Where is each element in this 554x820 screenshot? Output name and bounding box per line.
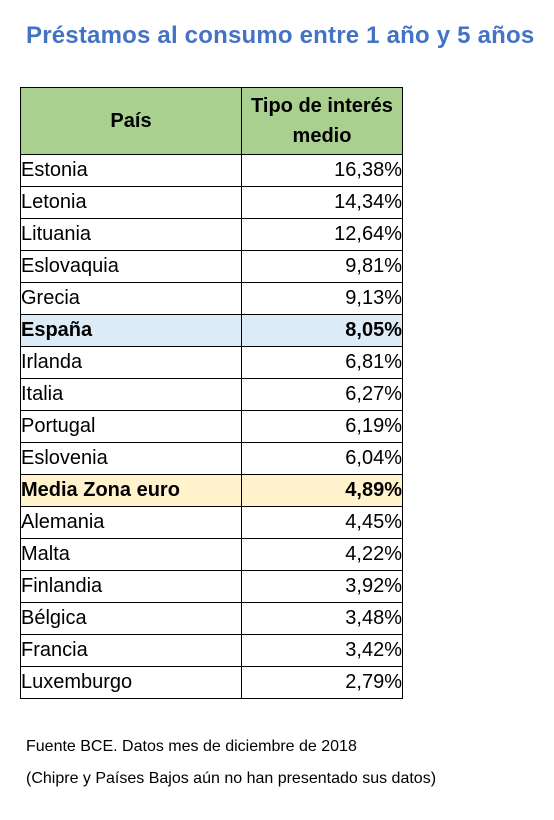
table-row: Media Zona euro 4,89%: [20, 474, 403, 507]
table-row: Malta 4,22%: [20, 538, 403, 571]
rate-cell: 2,79%: [241, 666, 403, 699]
source-note: Fuente BCE. Datos mes de diciembre de 20…: [26, 738, 357, 755]
rate-cell: 3,48%: [241, 602, 403, 635]
column-header-country: País: [20, 87, 242, 155]
rate-cell: 3,42%: [241, 634, 403, 667]
missing-data-note: (Chipre y Países Bajos aún no han presen…: [26, 770, 437, 787]
country-cell: Lituania: [20, 218, 242, 251]
table-row: Eslovaquia 9,81%: [20, 250, 403, 283]
country-cell: Francia: [20, 634, 242, 667]
country-cell: Irlanda: [20, 346, 242, 379]
rate-cell: 8,05%: [241, 314, 403, 347]
country-cell: Finlandia: [20, 570, 242, 603]
table-row: Finlandia 3,92%: [20, 570, 403, 603]
country-cell: Alemania: [20, 506, 242, 539]
rate-cell: 14,34%: [241, 186, 403, 219]
rate-cell: 4,45%: [241, 506, 403, 539]
table-row: Italia 6,27%: [20, 378, 403, 411]
column-header-rate: Tipo de interés medio: [241, 87, 403, 155]
country-cell: Grecia: [20, 282, 242, 315]
table-row: Portugal 6,19%: [20, 410, 403, 443]
rate-cell: 3,92%: [241, 570, 403, 603]
table-row: Estonia 16,38%: [20, 154, 403, 187]
country-cell: Luxemburgo: [20, 666, 242, 699]
rate-cell: 9,13%: [241, 282, 403, 315]
interest-rate-table: País Tipo de interés medio Estonia 16,38%…: [20, 87, 403, 699]
table-body: Estonia 16,38% Letonia 14,34% Lituania 12,64%…: [20, 154, 403, 699]
table-row: Lituania 12,64%: [20, 218, 403, 251]
country-cell: España: [20, 314, 242, 347]
rate-cell: 9,81%: [241, 250, 403, 283]
country-cell: Malta: [20, 538, 242, 571]
rate-cell: 16,38%: [241, 154, 403, 187]
table-row: Alemania 4,45%: [20, 506, 403, 539]
table-row: Eslovenia 6,04%: [20, 442, 403, 475]
table-row: Bélgica 3,48%: [20, 602, 403, 635]
rate-cell: 12,64%: [241, 218, 403, 251]
country-cell: Portugal: [20, 410, 242, 443]
country-cell: Italia: [20, 378, 242, 411]
table-row: Luxemburgo 2,79%: [20, 666, 403, 699]
rate-cell: 4,22%: [241, 538, 403, 571]
table-row: Francia 3,42%: [20, 634, 403, 667]
rate-cell: 6,04%: [241, 442, 403, 475]
table-row: Letonia 14,34%: [20, 186, 403, 219]
country-cell: Eslovenia: [20, 442, 242, 475]
country-cell: Media Zona euro: [20, 474, 242, 507]
table-row: Grecia 9,13%: [20, 282, 403, 315]
rate-cell: 6,27%: [241, 378, 403, 411]
country-cell: Estonia: [20, 154, 242, 187]
rate-cell: 4,89%: [241, 474, 403, 507]
country-cell: Eslovaquia: [20, 250, 242, 283]
chart-title: Préstamos al consumo entre 1 año y 5 año…: [26, 22, 535, 49]
table-row: Irlanda 6,81%: [20, 346, 403, 379]
rate-cell: 6,19%: [241, 410, 403, 443]
rate-cell: 6,81%: [241, 346, 403, 379]
table-header-row: País Tipo de interés medio: [20, 87, 403, 155]
country-cell: Bélgica: [20, 602, 242, 635]
country-cell: Letonia: [20, 186, 242, 219]
table-row: España 8,05%: [20, 314, 403, 347]
